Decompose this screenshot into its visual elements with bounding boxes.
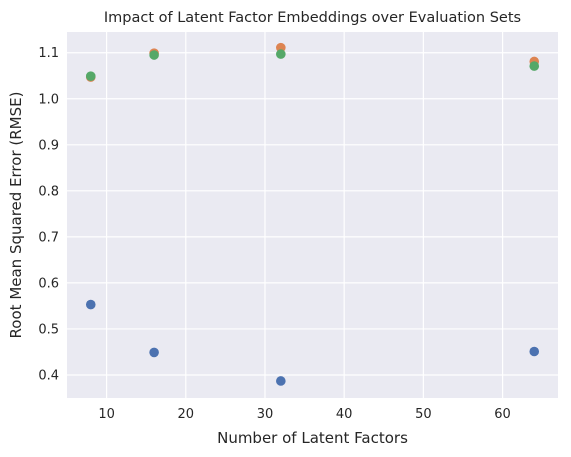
y-tick-label: 0.6 bbox=[38, 276, 59, 291]
data-point-series-3 bbox=[86, 71, 96, 81]
y-tick-label: 0.4 bbox=[38, 368, 59, 383]
y-tick-label: 0.7 bbox=[38, 230, 59, 245]
x-axis-ticks: 10 20 30 40 50 60 bbox=[98, 407, 511, 422]
data-point-series-3 bbox=[149, 50, 159, 60]
data-point-series-3 bbox=[276, 49, 286, 59]
x-tick-label: 50 bbox=[415, 407, 432, 422]
data-point-series-3 bbox=[529, 61, 539, 71]
data-point-series-1 bbox=[529, 347, 539, 357]
x-tick-label: 20 bbox=[178, 407, 195, 422]
y-tick-label: 0.5 bbox=[38, 322, 59, 337]
data-point-series-1 bbox=[149, 348, 159, 358]
x-tick-label: 40 bbox=[336, 407, 353, 422]
y-axis-label: Root Mean Squared Error (RMSE) bbox=[7, 92, 25, 339]
y-tick-label: 0.9 bbox=[38, 138, 59, 153]
chart-title: Impact of Latent Factor Embeddings over … bbox=[104, 10, 521, 26]
data-point-series-1 bbox=[86, 300, 96, 310]
plot-area bbox=[67, 32, 558, 398]
y-tick-label: 1.1 bbox=[38, 46, 59, 61]
x-tick-label: 30 bbox=[257, 407, 274, 422]
x-tick-label: 10 bbox=[98, 407, 115, 422]
y-tick-label: 0.8 bbox=[38, 184, 59, 199]
y-axis-ticks: 0.4 0.5 0.6 0.7 0.8 0.9 1.0 1.1 bbox=[38, 46, 59, 383]
x-tick-label: 60 bbox=[494, 407, 511, 422]
y-tick-label: 1.0 bbox=[38, 92, 59, 107]
x-axis-label: Number of Latent Factors bbox=[217, 429, 408, 447]
data-point-series-1 bbox=[276, 376, 286, 386]
